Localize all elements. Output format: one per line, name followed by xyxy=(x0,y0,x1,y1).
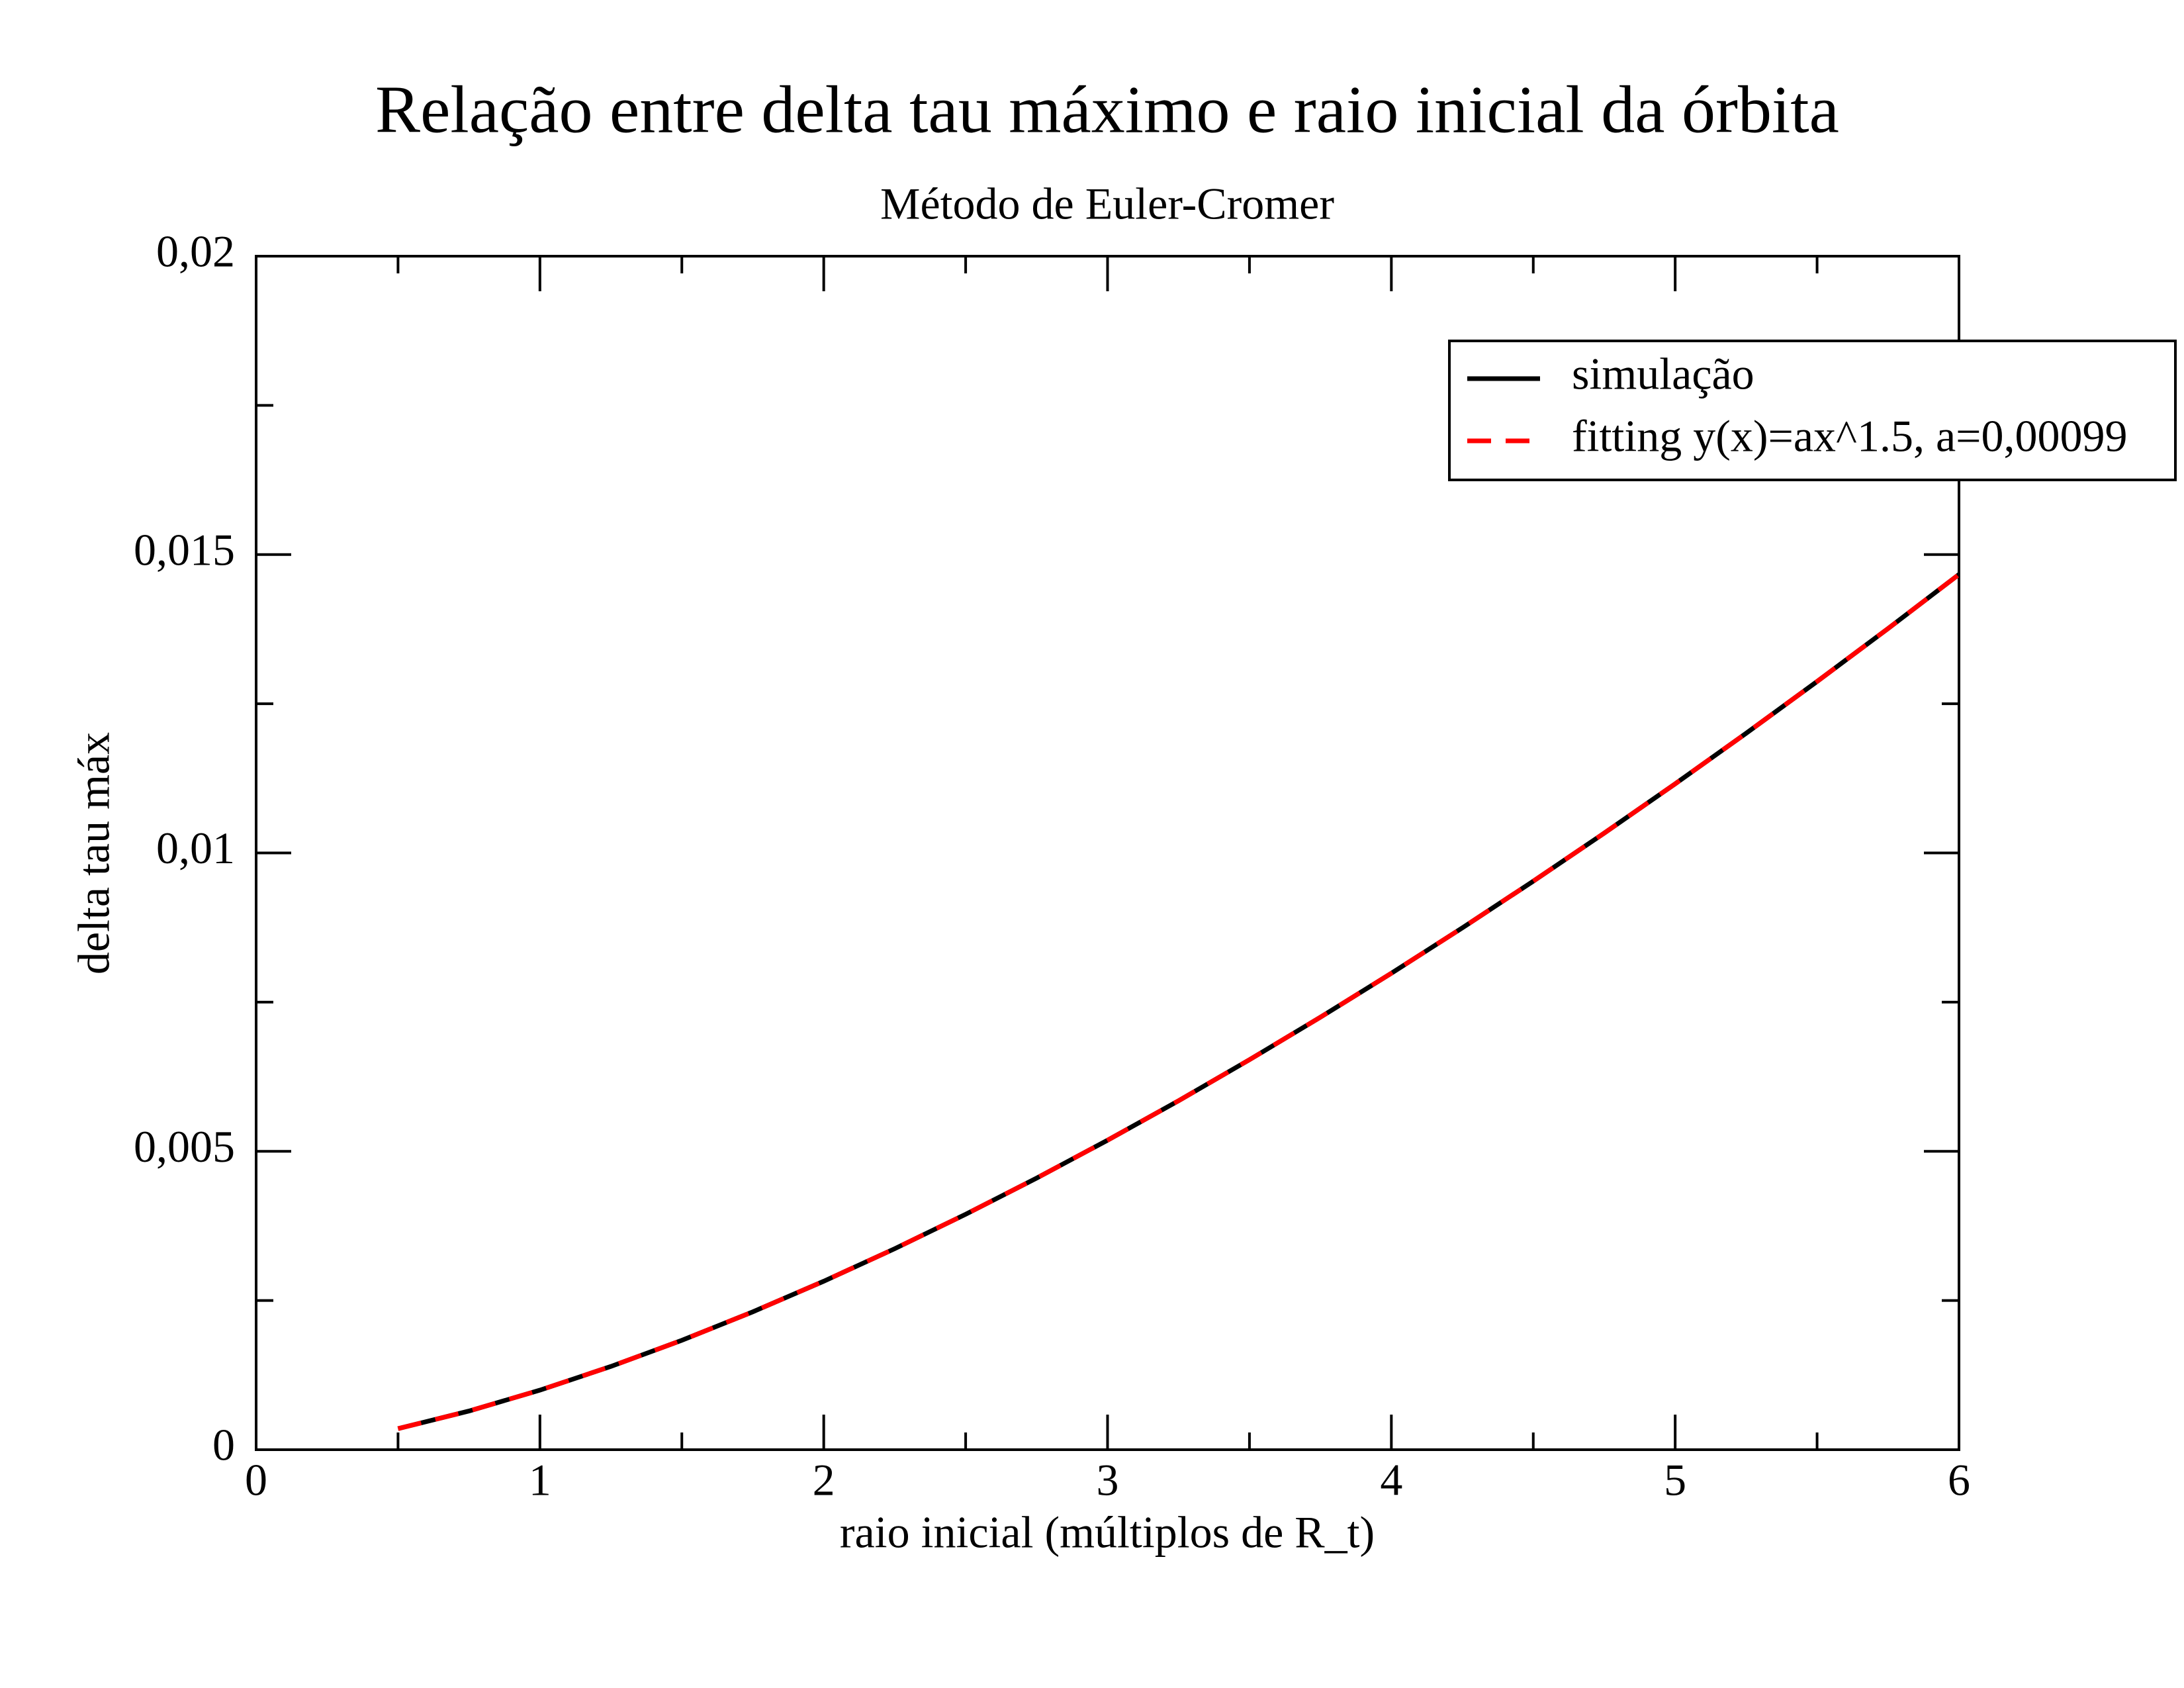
y-axis-label: delta tau máx xyxy=(69,732,119,974)
x-tick-label: 2 xyxy=(813,1455,835,1505)
x-tick-label: 4 xyxy=(1380,1455,1402,1505)
y-tick-label: 0,01 xyxy=(156,823,235,873)
x-tick-label: 0 xyxy=(245,1455,267,1505)
x-tick-label: 6 xyxy=(1948,1455,1970,1505)
x-tick-label: 1 xyxy=(529,1455,551,1505)
x-tick-label: 5 xyxy=(1664,1455,1686,1505)
y-tick-label: 0 xyxy=(212,1420,235,1470)
data-line xyxy=(397,572,1961,1431)
chart-title: Relação entre delta tau máximo e raio in… xyxy=(375,72,1839,147)
x-axis-label: raio inicial (múltiplos de R_t) xyxy=(840,1507,1375,1558)
y-tick-label: 0,02 xyxy=(156,226,235,277)
y-tick-label: 0,015 xyxy=(134,524,235,575)
legend-label: fitting y(x)=ax^1.5, a=0,00099 xyxy=(1572,411,2127,461)
x-tick-label: 3 xyxy=(1097,1455,1119,1505)
chart-subtitle: Método de Euler-Cromer xyxy=(880,179,1334,229)
legend-label: simulação xyxy=(1572,349,1754,399)
y-tick-label: 0,005 xyxy=(134,1121,235,1172)
legend-box xyxy=(1448,340,2177,481)
